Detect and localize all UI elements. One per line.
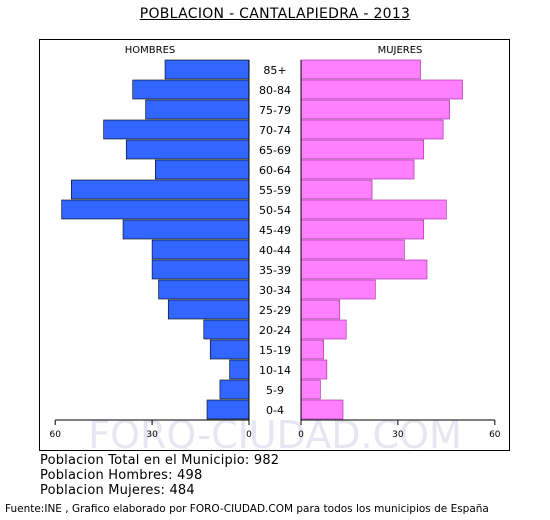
bar-mujeres-50-54: [300, 199, 447, 220]
bar-hombres-15-19: [209, 339, 250, 360]
stat-hombres: Poblacion Hombres: 498: [40, 468, 203, 483]
bar-mujeres-45-49: [300, 219, 425, 240]
tick-label-0: 60: [49, 430, 61, 440]
age-label-45-49: 45-49: [259, 224, 291, 237]
bar-mujeres-65-69: [300, 139, 425, 160]
tick-label-2: 0: [246, 430, 252, 440]
bar-mujeres-5-9: [300, 379, 321, 400]
bar-mujeres-75-79: [300, 99, 450, 120]
tick-label-1: 30: [146, 430, 158, 440]
bar-hombres-85+: [164, 59, 250, 80]
age-label-85+: 85+: [263, 64, 286, 77]
age-label-60-64: 60-64: [259, 164, 291, 177]
bar-mujeres-30-34: [300, 279, 376, 300]
mujeres-label: MUJERES: [378, 45, 423, 56]
bar-mujeres-25-29: [300, 299, 341, 320]
bar-hombres-35-39: [151, 259, 250, 280]
tick-label-5: 60: [489, 430, 501, 440]
bar-hombres-20-24: [203, 319, 250, 340]
bar-mujeres-70-74: [300, 119, 444, 140]
bar-mujeres-60-64: [300, 159, 415, 180]
tick-label-3: 0: [298, 430, 304, 440]
bar-mujeres-15-19: [300, 339, 324, 360]
age-label-35-39: 35-39: [259, 264, 291, 277]
age-label-0-4: 0-4: [266, 404, 284, 417]
age-label-55-59: 55-59: [259, 184, 291, 197]
chart-title: POBLACION - CANTALAPIEDRA - 2013: [139, 6, 411, 22]
bar-mujeres-40-44: [300, 239, 405, 260]
age-label-80-84: 80-84: [259, 84, 291, 97]
bar-hombres-55-59: [71, 179, 250, 200]
age-label-50-54: 50-54: [259, 204, 291, 217]
bar-hombres-45-49: [122, 219, 250, 240]
bar-hombres-65-69: [125, 139, 250, 160]
bar-hombres-60-64: [155, 159, 250, 180]
population-stats: Poblacion Total en el Municipio: 982 Pob…: [40, 453, 279, 498]
bar-hombres-50-54: [61, 199, 250, 220]
age-label-40-44: 40-44: [259, 244, 291, 257]
bar-hombres-0-4: [206, 399, 250, 420]
age-label-5-9: 5-9: [266, 384, 284, 397]
bar-hombres-75-79: [145, 99, 250, 120]
bar-hombres-5-9: [219, 379, 250, 400]
bar-hombres-80-84: [132, 79, 250, 100]
age-label-20-24: 20-24: [259, 324, 291, 337]
stat-total: Poblacion Total en el Municipio: 982: [40, 453, 280, 468]
bar-hombres-70-74: [103, 119, 250, 140]
bar-mujeres-85+: [300, 59, 421, 80]
hombres-label: HOMBRES: [125, 45, 176, 56]
tick-label-4: 30: [392, 430, 404, 440]
age-label-10-14: 10-14: [259, 364, 291, 377]
age-label-30-34: 30-34: [259, 284, 291, 297]
age-label-15-19: 15-19: [259, 344, 291, 357]
bar-hombres-10-14: [229, 359, 250, 380]
age-label-65-69: 65-69: [259, 144, 291, 157]
source-note: Fuente:INE , Grafico elaborado por FORO-…: [5, 503, 489, 515]
bar-hombres-25-29: [167, 299, 250, 320]
age-label-70-74: 70-74: [259, 124, 291, 137]
bar-mujeres-10-14: [300, 359, 328, 380]
bar-mujeres-35-39: [300, 259, 428, 280]
bar-hombres-40-44: [151, 239, 250, 260]
age-label-75-79: 75-79: [259, 104, 291, 117]
bar-hombres-30-34: [158, 279, 250, 300]
bar-mujeres-55-59: [300, 179, 373, 200]
bar-mujeres-20-24: [300, 319, 347, 340]
bar-mujeres-0-4: [300, 399, 344, 420]
bar-mujeres-80-84: [300, 79, 463, 100]
stat-mujeres: Poblacion Mujeres: 484: [40, 483, 195, 498]
age-label-25-29: 25-29: [259, 304, 291, 317]
